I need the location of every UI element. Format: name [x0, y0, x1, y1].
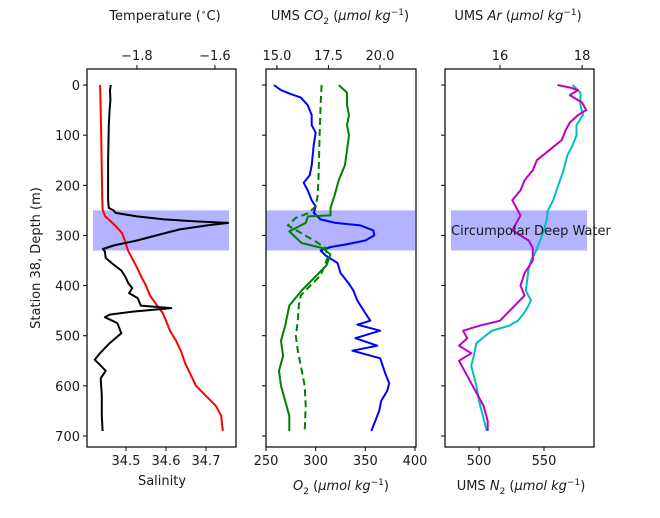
top-tick-label: −1.6	[199, 49, 231, 64]
y-tick-label: 700	[55, 430, 80, 445]
unit-exponent: −1	[567, 478, 580, 488]
series-line-o2-dashed	[286, 84, 329, 432]
panel-frame-2	[265, 68, 417, 448]
unit-italic: µmol kg	[317, 479, 370, 494]
unit-close: )	[577, 9, 582, 24]
bottom-tick-label: 300	[303, 454, 328, 469]
top-tick-label: 18	[574, 49, 591, 64]
o2-subscript: 2	[303, 487, 309, 497]
unit-exponent: −1	[371, 478, 384, 488]
panel2-bottom-axis-label: O2 (µmol kg−1)	[293, 478, 389, 497]
series-line-ums-co2	[278, 84, 350, 431]
y-tick-label: 500	[55, 330, 80, 345]
panel1-bottom-axis-label: Salinity	[138, 474, 186, 489]
top-tick-label: 20.0	[365, 49, 394, 64]
series-line-ums-ar	[458, 84, 588, 431]
ar-italic: Ar	[486, 9, 503, 24]
top-tick-label: 17.5	[314, 49, 343, 64]
unit-italic: µmol kg	[337, 9, 390, 24]
panel3-bottom-axis-label: UMS N2 (µmol kg−1)	[457, 478, 586, 497]
panel3-top-axis-label: UMS Ar (µmol kg−1)	[454, 8, 581, 24]
co2-italic: CO	[304, 9, 323, 24]
bottom-tick-label: 34.7	[192, 454, 221, 469]
unit-open: (	[309, 479, 318, 494]
ums-text: UMS	[454, 9, 487, 24]
panel1-top-axis-label-text: Temperature (	[108, 9, 201, 24]
unit-exponent: −1	[391, 8, 404, 18]
y-tick-label: 100	[55, 129, 80, 144]
bottom-tick-label: 350	[353, 454, 378, 469]
bottom-tick-label: 250	[254, 454, 279, 469]
top-tick-label: 16	[492, 49, 509, 64]
y-tick-label: 0	[72, 79, 80, 94]
unit-close: )	[404, 9, 409, 24]
series-line-o2	[273, 84, 391, 432]
unit-open: (	[502, 9, 511, 24]
panel1-top-axis-label: Temperature (∘C)	[108, 8, 220, 24]
ums-text: UMS	[457, 479, 490, 494]
y-tick-label: 200	[55, 179, 80, 194]
panel1-top-axis-label-unit: C)	[207, 9, 221, 24]
co2-subscript: 2	[323, 17, 329, 27]
ums-text: UMS	[271, 9, 304, 24]
band-1	[93, 210, 229, 251]
series-line-salinity	[99, 84, 224, 432]
series-line-temperature	[93, 84, 230, 432]
n2-subscript: 2	[500, 487, 506, 497]
unit-open: (	[505, 479, 514, 494]
unit-italic: µmol kg	[514, 479, 567, 494]
unit-open: (	[329, 9, 338, 24]
unit-close: )	[384, 479, 389, 494]
unit-close: )	[580, 479, 585, 494]
panel-frame-1	[86, 68, 237, 448]
panel2-top-axis-label: UMS CO2 (µmol kg−1)	[271, 8, 409, 27]
unit-italic: µmol kg	[510, 9, 563, 24]
degree-superscript: ∘	[201, 8, 207, 18]
y-tick-label: 600	[55, 380, 80, 395]
top-tick-label: 15.0	[262, 49, 291, 64]
y-tick-label: 300	[55, 229, 80, 244]
y-tick-label: 400	[55, 280, 80, 295]
bottom-tick-label: 34.5	[112, 454, 141, 469]
top-tick-label: −1.8	[121, 49, 153, 64]
panel-frame-3	[444, 68, 595, 448]
n2-italic: N	[490, 479, 500, 494]
o2-italic: O	[293, 479, 303, 494]
bottom-tick-label: 500	[467, 454, 492, 469]
band-annotation: Circumpolar Deep Water	[451, 224, 612, 239]
bottom-tick-label: 400	[403, 454, 428, 469]
bottom-tick-label: 550	[532, 454, 557, 469]
unit-exponent: −1	[563, 8, 576, 18]
y-axis-label: Station 38, Depth (m)	[29, 187, 44, 329]
series-line-ums-n2	[470, 84, 584, 432]
bottom-tick-label: 34.6	[152, 454, 181, 469]
